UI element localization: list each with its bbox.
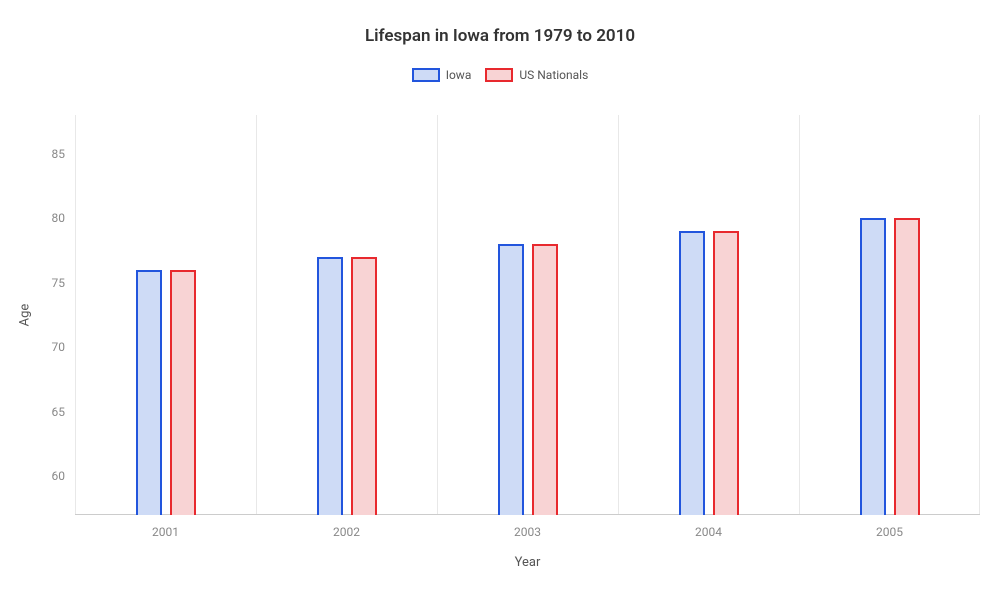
chart-title: Lifespan in Iowa from 1979 to 2010 bbox=[0, 26, 1000, 46]
x-tick-label: 2003 bbox=[514, 515, 541, 539]
gridline-vertical bbox=[75, 115, 76, 515]
x-tick-label: 2001 bbox=[152, 515, 179, 539]
y-tick-label: 85 bbox=[52, 147, 76, 161]
bar bbox=[532, 244, 558, 515]
x-axis-title: Year bbox=[515, 555, 541, 570]
legend-item-iowa: Iowa bbox=[412, 68, 472, 82]
x-tick-label: 2005 bbox=[876, 515, 903, 539]
gridline-vertical bbox=[979, 115, 980, 515]
bar bbox=[498, 244, 524, 515]
legend-item-us: US Nationals bbox=[485, 68, 588, 82]
legend-swatch-us bbox=[485, 68, 513, 82]
bar bbox=[317, 257, 343, 515]
chart-container: Lifespan in Iowa from 1979 to 2010 Iowa … bbox=[0, 0, 1000, 600]
bar bbox=[351, 257, 377, 515]
plot-area: 60657075808520012002200320042005 bbox=[75, 115, 980, 515]
gridline-vertical bbox=[799, 115, 800, 515]
bar bbox=[170, 270, 196, 515]
x-tick-label: 2004 bbox=[695, 515, 722, 539]
bar bbox=[860, 218, 886, 515]
legend-label-iowa: Iowa bbox=[446, 68, 472, 82]
y-tick-label: 70 bbox=[52, 340, 76, 354]
bar bbox=[894, 218, 920, 515]
legend-swatch-iowa bbox=[412, 68, 440, 82]
y-tick-label: 65 bbox=[52, 405, 76, 419]
y-axis-title: Age bbox=[18, 304, 33, 327]
gridline-vertical bbox=[618, 115, 619, 515]
y-tick-label: 80 bbox=[52, 211, 76, 225]
legend: Iowa US Nationals bbox=[0, 68, 1000, 82]
y-tick-label: 60 bbox=[52, 469, 76, 483]
gridline-vertical bbox=[437, 115, 438, 515]
x-tick-label: 2002 bbox=[333, 515, 360, 539]
bar bbox=[679, 231, 705, 515]
bar bbox=[713, 231, 739, 515]
gridline-vertical bbox=[256, 115, 257, 515]
y-tick-label: 75 bbox=[52, 276, 76, 290]
bar bbox=[136, 270, 162, 515]
legend-label-us: US Nationals bbox=[519, 68, 588, 82]
